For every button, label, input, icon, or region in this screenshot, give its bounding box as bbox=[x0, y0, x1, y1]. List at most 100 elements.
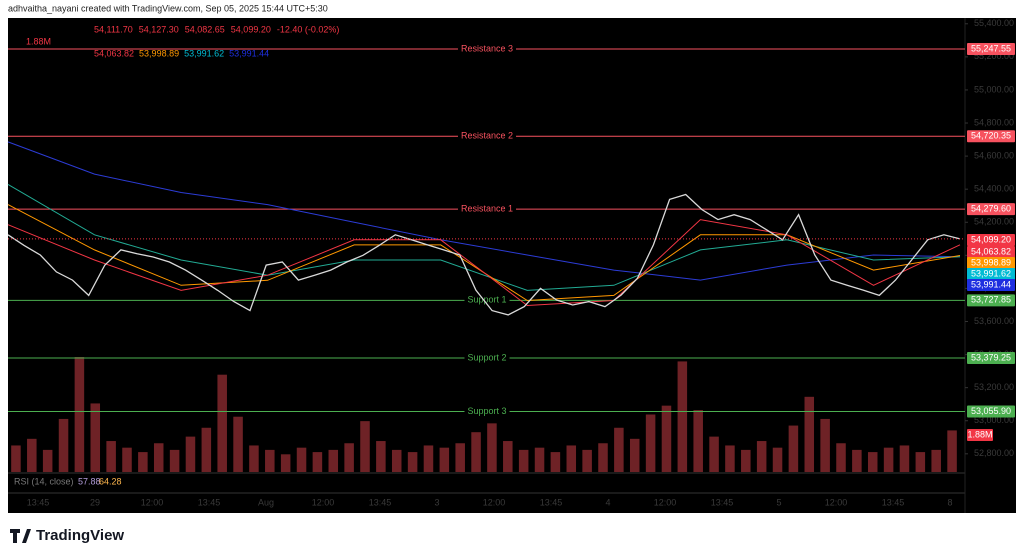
price-tag-label: 54,279.60 bbox=[971, 203, 1011, 213]
price-tag-label: 53,379.25 bbox=[971, 352, 1011, 362]
ma-line bbox=[7, 141, 961, 281]
y-tick-label: 54,400.00 bbox=[974, 184, 1014, 194]
volume-bar bbox=[27, 438, 37, 472]
x-tick-label: 13:45 bbox=[369, 497, 392, 507]
chart-panel bbox=[8, 18, 1016, 513]
level-name-bg bbox=[457, 131, 517, 142]
ma-header-value: 53,991.44 bbox=[229, 48, 269, 58]
level-name: Resistance 2 bbox=[461, 131, 513, 141]
volume-bar bbox=[582, 449, 592, 472]
price-tag-label: 54,099.20 bbox=[971, 234, 1011, 244]
y-tick-label: 53,200.00 bbox=[974, 382, 1014, 392]
volume-bar bbox=[169, 449, 180, 472]
price-line bbox=[7, 193, 961, 316]
volume-bar bbox=[185, 436, 196, 472]
volume-bar bbox=[455, 443, 465, 472]
level-name: Support 3 bbox=[467, 406, 506, 416]
x-tick-label: 4 bbox=[605, 497, 610, 507]
x-tick-label: 8 bbox=[947, 497, 952, 507]
x-tick-label: 29 bbox=[90, 497, 100, 507]
volume-bar bbox=[804, 396, 815, 472]
volume-header: 1.88M bbox=[26, 36, 51, 46]
volume-bar bbox=[471, 432, 481, 472]
x-tick-label: 12:00 bbox=[483, 497, 506, 507]
price-tag bbox=[967, 234, 1015, 246]
volume-bar bbox=[836, 443, 846, 472]
volume-bar bbox=[518, 449, 529, 472]
volume-bar bbox=[677, 361, 688, 472]
x-tick-label: 13:45 bbox=[198, 497, 221, 507]
price-tag-label: 53,991.62 bbox=[971, 268, 1011, 278]
y-tick-label: 53,000.00 bbox=[974, 415, 1014, 425]
volume-bar bbox=[598, 443, 608, 472]
volume-bar bbox=[566, 445, 577, 472]
brand-name: TradingView bbox=[36, 527, 124, 544]
volume-bar bbox=[820, 418, 830, 472]
volume-bar bbox=[296, 447, 307, 472]
volume-bar bbox=[328, 449, 339, 472]
volume-bar bbox=[899, 445, 910, 472]
volume-bar bbox=[867, 452, 878, 472]
volume-bar bbox=[153, 443, 164, 472]
level-name-bg bbox=[457, 44, 517, 55]
volume-bar bbox=[122, 447, 132, 472]
x-tick-label: 12:00 bbox=[141, 497, 164, 507]
ohlc-value: 54,127.30 bbox=[139, 24, 179, 34]
price-tag-label: 1.88M bbox=[967, 429, 992, 439]
x-tick-label: 13:45 bbox=[882, 497, 905, 507]
volume-bar bbox=[11, 445, 21, 472]
ma-header-value: 54,063.82 bbox=[94, 48, 134, 58]
level-name-bg bbox=[464, 406, 510, 417]
level-name: Resistance 3 bbox=[461, 43, 513, 53]
volume-bar bbox=[487, 423, 497, 472]
volume-bar bbox=[249, 445, 259, 472]
price-tag-label: 53,991.44 bbox=[971, 279, 1011, 289]
price-tag bbox=[967, 294, 1015, 307]
volume-bar bbox=[645, 414, 656, 472]
price-tag bbox=[967, 268, 1015, 280]
volume-bar bbox=[360, 421, 370, 472]
y-tick-label: 53,600.00 bbox=[974, 316, 1014, 326]
level-name-bg bbox=[457, 204, 517, 215]
price-tag bbox=[967, 43, 1015, 56]
x-tick-label: 12:00 bbox=[312, 497, 335, 507]
volume-bar bbox=[661, 405, 672, 472]
volume-bar bbox=[58, 418, 69, 472]
volume-bar bbox=[42, 449, 53, 472]
x-tick-label: Aug bbox=[258, 497, 274, 507]
volume-bar bbox=[106, 441, 116, 472]
volume-bar bbox=[852, 449, 862, 472]
volume-bar bbox=[503, 441, 513, 472]
volume-bar bbox=[312, 452, 323, 472]
price-tag-label: 53,727.85 bbox=[971, 295, 1011, 305]
volume-bar bbox=[614, 427, 624, 472]
volume-bar bbox=[883, 447, 894, 472]
x-tick-label: 13:45 bbox=[540, 497, 563, 507]
volume-bar bbox=[74, 357, 85, 472]
price-tag-label: 55,247.55 bbox=[971, 43, 1011, 53]
level-name-bg bbox=[464, 295, 510, 306]
price-tag-label: 54,720.35 bbox=[971, 131, 1011, 141]
volume-bar bbox=[550, 452, 561, 472]
volume-bar bbox=[391, 449, 402, 472]
volume-bar bbox=[915, 452, 926, 472]
volume-bar bbox=[709, 436, 719, 472]
volume-bar bbox=[217, 374, 227, 472]
price-tag-label: 53,998.89 bbox=[971, 257, 1011, 267]
volume-bar bbox=[534, 447, 545, 472]
price-tag bbox=[967, 246, 1015, 258]
ohlc-value: 54,099.20 bbox=[231, 24, 271, 34]
ma-header-value: 53,991.62 bbox=[184, 48, 224, 58]
price-tag bbox=[967, 257, 1015, 269]
volume-bar bbox=[201, 427, 212, 472]
y-tick-label: 55,400.00 bbox=[974, 18, 1014, 28]
volume-bar bbox=[407, 452, 418, 472]
price-tag bbox=[967, 405, 1015, 418]
y-tick-label: 55,200.00 bbox=[974, 51, 1014, 61]
volume-bar bbox=[947, 430, 957, 472]
price-tag bbox=[967, 130, 1015, 143]
y-tick-label: 52,800.00 bbox=[974, 448, 1014, 458]
volume-bar bbox=[931, 449, 941, 472]
price-tag bbox=[967, 203, 1015, 216]
